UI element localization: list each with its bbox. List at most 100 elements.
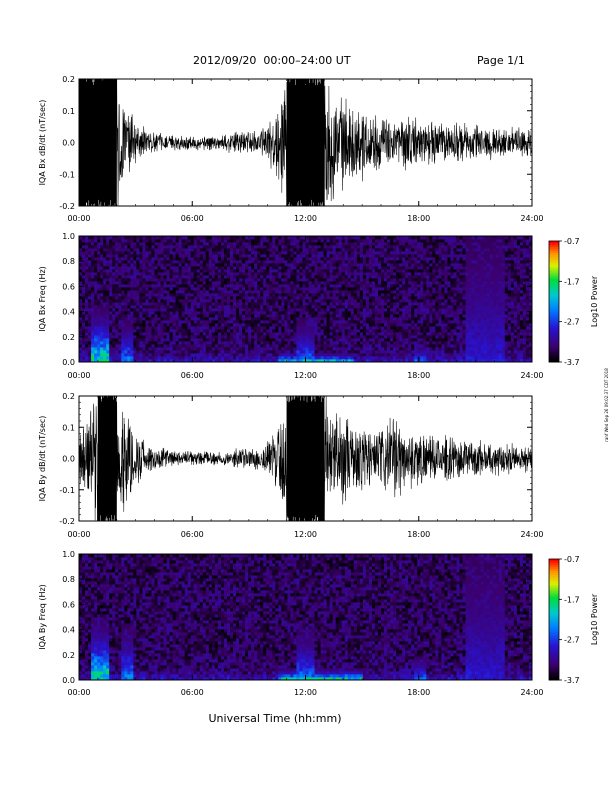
spectrogram-cell <box>405 359 409 363</box>
spectrogram-cell <box>109 314 113 318</box>
spectrogram-cell <box>423 299 427 303</box>
spectrogram-cell <box>299 263 303 267</box>
spectrogram-cell <box>103 248 107 252</box>
spectrogram-cell <box>390 332 394 336</box>
spectrogram-cell <box>293 350 297 354</box>
spectrogram-cell <box>408 314 412 318</box>
spectrogram-cell <box>100 254 104 258</box>
spectrogram-cell <box>420 275 424 279</box>
spectrogram-cell <box>160 242 164 246</box>
spectrogram-cell <box>118 353 122 357</box>
spectrogram-cell <box>311 311 315 315</box>
spectrogram-cell <box>205 275 210 279</box>
spectrogram-cell <box>85 329 89 333</box>
spectrogram-cell <box>350 293 355 297</box>
spectrogram-cell <box>314 293 318 297</box>
spectrogram-cell <box>233 296 237 300</box>
spectrogram-cell <box>347 299 352 303</box>
spectrogram-cell <box>239 296 243 300</box>
spectrogram-cell <box>205 320 210 324</box>
spectrogram-cell <box>302 296 306 300</box>
spectrogram-cell <box>220 269 225 273</box>
spectrogram-cell <box>202 278 207 282</box>
spectrogram-cell <box>196 353 201 357</box>
spectrogram-cell <box>223 245 228 249</box>
spectrogram-cell <box>281 290 285 294</box>
spectrogram-cell <box>199 308 204 312</box>
spectrogram-cell <box>362 242 367 246</box>
spectrogram-cell <box>88 239 92 243</box>
spectrogram-cell <box>305 275 309 279</box>
spectrogram-cell <box>106 308 110 312</box>
spectrogram-cell <box>178 284 183 288</box>
spectrogram-cell <box>365 248 370 252</box>
spectrogram-cell <box>121 338 125 342</box>
spectrogram-cell <box>115 332 119 336</box>
spectrogram-cell <box>190 266 195 270</box>
spectrogram-cell <box>199 314 204 318</box>
spectrogram-cell <box>100 317 104 321</box>
spectrogram-cell <box>94 341 98 345</box>
spectrogram-cell <box>230 314 234 318</box>
spectrogram-cell <box>112 302 116 306</box>
spectrogram-cell <box>257 275 261 279</box>
spectrogram-cell <box>278 308 282 312</box>
spectrogram-cell <box>245 251 249 255</box>
spectrogram-cell <box>136 299 140 303</box>
spectrogram-cell <box>350 260 355 264</box>
spectrogram-cell <box>399 296 403 300</box>
spectrogram-cell <box>420 284 424 288</box>
spectrogram-cell <box>311 359 315 363</box>
spectrogram-cell <box>381 335 385 339</box>
spectrogram-cell <box>402 308 406 312</box>
spectrogram-cell <box>115 242 119 246</box>
spectrogram-cell <box>79 332 83 336</box>
spectrogram-cell <box>356 296 361 300</box>
spectrogram-cell <box>350 248 355 252</box>
spectrogram-cell <box>242 236 246 240</box>
spectrogram-cell <box>139 242 143 246</box>
spectrogram-cell <box>308 359 312 363</box>
spectrogram-cell <box>426 323 430 327</box>
spectrogram-cell <box>371 272 376 276</box>
spectrogram-cell <box>239 323 243 327</box>
spectrogram-cell <box>251 278 255 282</box>
spectrogram-cell <box>154 239 158 243</box>
spectrogram-cell <box>384 260 388 264</box>
spectrogram-cell <box>157 332 161 336</box>
spectrogram-cell <box>121 302 125 306</box>
spectrogram-cell <box>187 251 192 255</box>
spectrogram-cell <box>172 251 177 255</box>
spectrogram-cell <box>335 353 340 357</box>
spectrogram-cell <box>281 320 285 324</box>
spectrogram-cell <box>109 347 113 351</box>
spectrogram-cell <box>85 308 89 312</box>
spectrogram-cell <box>399 320 403 324</box>
spectrogram-cell <box>384 239 388 243</box>
spectrogram-cell <box>205 323 210 327</box>
spectrogram-cell <box>205 335 210 339</box>
spectrogram-cell <box>163 275 167 279</box>
spectrogram-cell <box>118 308 122 312</box>
spectrogram-cell <box>311 266 315 270</box>
spectrogram-cell <box>338 248 343 252</box>
spectrogram-cell <box>121 248 125 252</box>
spectrogram-cell <box>371 287 376 291</box>
spectrogram-cell <box>181 296 186 300</box>
spectrogram-cell <box>344 359 349 363</box>
spectrogram-cell <box>142 290 146 294</box>
spectrogram-cell <box>338 290 343 294</box>
spectrogram-cell <box>127 272 131 276</box>
spectrogram-cell <box>136 290 140 294</box>
spectrogram-cell <box>181 323 186 327</box>
spectrogram-cell <box>202 263 207 267</box>
spectrogram-cell <box>142 260 146 264</box>
spectrogram-cell <box>223 239 228 243</box>
spectrogram-cell <box>115 266 119 270</box>
spectrogram-cell <box>326 260 331 264</box>
spectrogram-cell <box>278 260 282 264</box>
spectrogram-cell <box>368 326 373 330</box>
spectrogram-cell <box>377 311 382 315</box>
spectrogram-cell <box>371 275 376 279</box>
spectrogram-cell <box>350 269 355 273</box>
